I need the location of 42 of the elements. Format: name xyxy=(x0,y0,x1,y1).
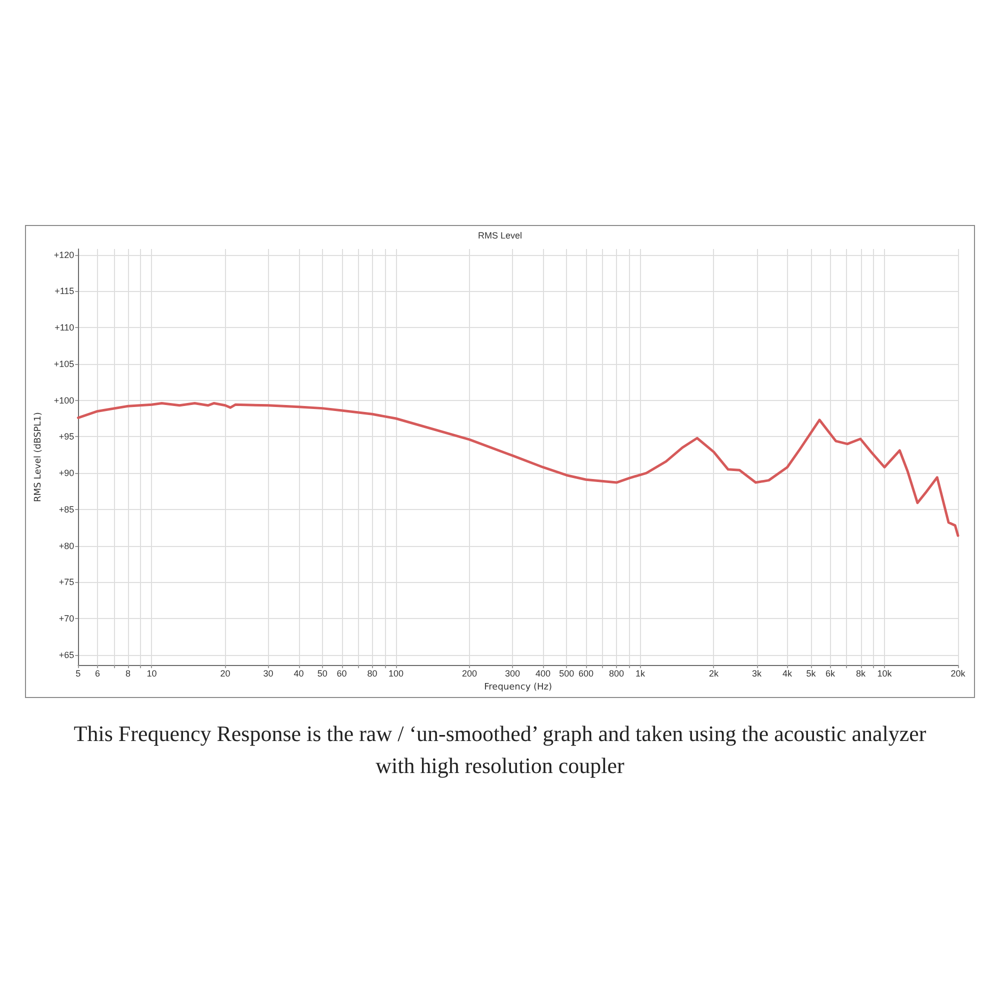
y-tick-label: +70 xyxy=(58,614,74,624)
x-tick-label: 2k xyxy=(708,668,719,679)
x-tick-label: 1k xyxy=(635,668,646,679)
x-tick-label: 20k xyxy=(950,668,966,679)
x-tick-label: 300 xyxy=(504,668,520,679)
x-tick-label: 10 xyxy=(146,668,157,679)
x-tick-label: 50 xyxy=(317,668,328,679)
x-tick-label: 4k xyxy=(782,668,793,679)
y-tick-label: +110 xyxy=(54,322,74,333)
x-tick-label: 8 xyxy=(126,668,131,679)
x-tick-label: 6 xyxy=(95,668,100,679)
y-tick-label: +75 xyxy=(58,577,74,588)
x-tick-label: 400 xyxy=(536,668,551,679)
y-tick-label: +100 xyxy=(54,395,74,406)
x-tick-label: 200 xyxy=(462,668,477,679)
x-tick-label: 3k xyxy=(752,668,762,679)
x-tick-label: 6k xyxy=(826,668,836,679)
y-tick-label: +105 xyxy=(54,358,74,369)
y-tick-label: +115 xyxy=(54,286,74,296)
x-tick-label: 600 xyxy=(578,668,594,679)
x-tick-label: 20 xyxy=(220,668,230,679)
text: This Frequency Response is the raw / ‘un-smoothed’ graph and taken using the acoustic analyzer with high resolution coupler xyxy=(72,720,928,780)
x-tick-label: 5k xyxy=(806,668,816,679)
x-tick-label: 10k xyxy=(877,668,892,679)
x-tick-label: 100 xyxy=(388,668,404,679)
chart-title: RMS Level xyxy=(478,230,522,240)
x-tick-label: 60 xyxy=(336,668,347,679)
x-tick-label: 500 xyxy=(559,668,574,679)
x-tick-label: 80 xyxy=(367,668,378,679)
y-tick-label: +95 xyxy=(58,432,74,442)
x-tick-label: 30 xyxy=(263,668,274,679)
y-tick-label: +90 xyxy=(58,468,74,478)
x-tick-label: 8k xyxy=(856,668,866,679)
y-tick-label: +120 xyxy=(54,250,74,260)
x-axis-title: Frequency (Hz) xyxy=(484,682,552,692)
x-tick-label: 800 xyxy=(609,668,624,679)
y-axis-title: RMS Level (dBSPL1) xyxy=(34,412,44,502)
x-tick-label: 40 xyxy=(294,668,304,679)
y-tick-label: +80 xyxy=(58,540,74,551)
y-tick-label: +65 xyxy=(58,650,74,660)
x-tick-label: 5 xyxy=(76,668,81,679)
y-tick-label: +85 xyxy=(58,504,74,514)
